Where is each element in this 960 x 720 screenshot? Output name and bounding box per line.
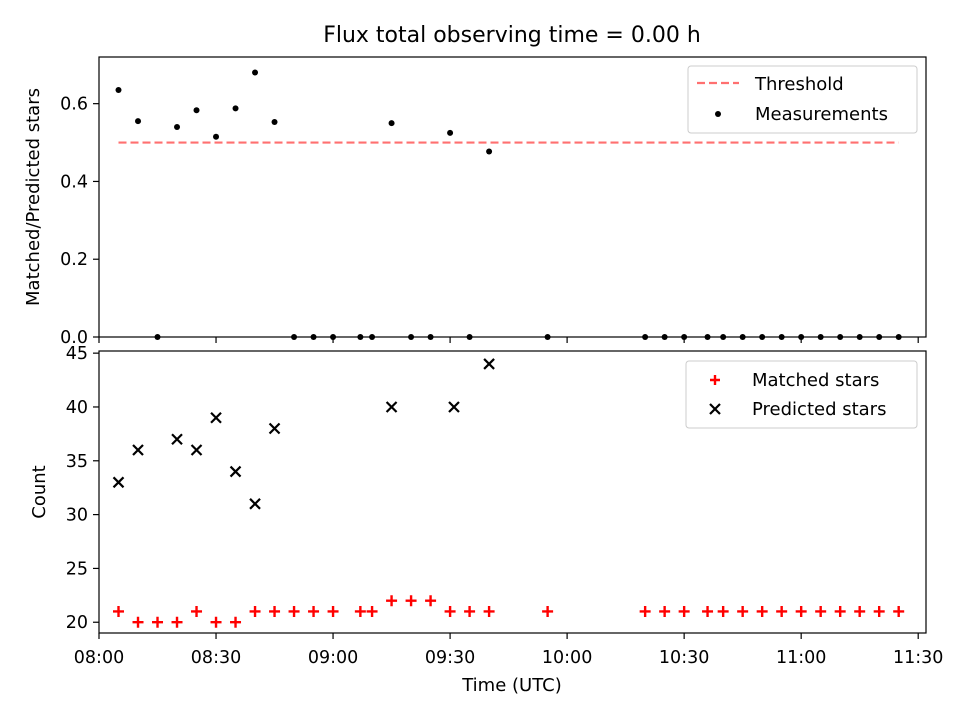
predicted-star-point [268, 422, 281, 435]
top-y-tick-label: 0.2 [60, 250, 88, 270]
bottom-y-axis-label: Count [29, 465, 50, 518]
bottom-y-tick-label: 30 [66, 506, 88, 526]
measurement-point [174, 124, 181, 130]
matched-star-point [171, 616, 183, 628]
chart-title: Flux total observing time = 0.00 h [323, 23, 701, 48]
x-tick-label: 11:00 [776, 648, 826, 668]
matched-star-point [717, 605, 729, 617]
bottom-y-tick-label: 35 [66, 452, 88, 472]
predicted-star-point [112, 476, 125, 489]
matched-star-point [308, 605, 320, 617]
measurement-point [388, 120, 395, 127]
x-tick-label: 09:00 [308, 648, 358, 668]
legend-threshold-label: Threshold [754, 74, 844, 95]
predicted-star-point [229, 465, 242, 478]
matched-star-point [659, 605, 671, 617]
matched-star-point [893, 605, 905, 617]
matched-star-point [366, 605, 378, 617]
predicted-star-point [448, 401, 460, 413]
predicted-star-point [132, 444, 144, 456]
bottom-y-tick-label: 25 [66, 559, 88, 579]
predicted-star-point [171, 433, 183, 446]
matched-star-point [269, 605, 281, 617]
matched-star-point [702, 605, 714, 617]
matched-star-point [132, 616, 144, 628]
matched-star-point [288, 605, 300, 617]
matched-star-point [152, 616, 164, 628]
legend-predicted-marker [709, 403, 721, 415]
measurement-point [252, 69, 259, 76]
predicted-star-point [190, 444, 203, 456]
bottom-x-axis-label: Time (UTC) [461, 675, 562, 696]
legend-measurements-label: Measurements [755, 104, 888, 125]
matched-star-point [639, 605, 651, 617]
predicted-star-point [249, 498, 261, 510]
matched-star-point [386, 595, 398, 607]
matched-star-point [678, 605, 690, 617]
legend-matched-label: Matched stars [752, 370, 879, 391]
top-y-tick-label: 0.4 [60, 172, 88, 192]
matched-star-point [444, 605, 456, 617]
x-tick-label: 09:30 [425, 648, 475, 668]
matched-star-point [737, 605, 749, 617]
top-legend: Threshold Measurements [687, 65, 918, 134]
x-tick-label: 11:30 [893, 648, 943, 668]
top-y-tick-label: 0.6 [60, 95, 88, 115]
x-tick-label: 10:30 [659, 648, 709, 668]
matched-star-point [425, 595, 437, 607]
bottom-legend: Matched stars Predicted stars [685, 360, 918, 429]
measurement-point [486, 148, 493, 155]
matched-star-point [873, 605, 885, 617]
matched-star-point [354, 605, 366, 617]
top-legend-box [687, 65, 918, 134]
matched-star-point [834, 605, 846, 617]
bottom-y-tick-label: 20 [66, 613, 88, 633]
bottom-legend-box [685, 360, 918, 429]
legend-measurements-marker [715, 111, 721, 117]
x-tick-label: 08:00 [74, 648, 124, 668]
legend-matched-marker [710, 375, 720, 385]
measurement-point [193, 107, 200, 114]
measurement-point [213, 133, 220, 140]
measurement-point [135, 118, 142, 125]
top-y-axis-label: Matched/Predicted stars [23, 88, 44, 306]
bottom-y-tick-label: 45 [66, 344, 88, 364]
measurement-point [115, 87, 122, 94]
matched-star-point [464, 605, 476, 617]
bottom-plot-marks [112, 358, 905, 628]
top-plot-frame [98, 56, 927, 338]
predicted-star-point [210, 411, 222, 424]
x-tick-label: 08:30 [191, 648, 241, 668]
bottom-y-tick-label: 40 [66, 398, 88, 418]
measurement-point [232, 105, 239, 112]
matched-star-point [327, 605, 339, 617]
matched-star-point [756, 605, 768, 617]
matched-star-point [113, 605, 125, 617]
matched-star-point [815, 605, 827, 617]
matched-star-point [210, 616, 222, 628]
matched-star-point [405, 595, 417, 607]
matched-star-point [230, 616, 242, 628]
matched-star-point [542, 605, 554, 617]
legend-predicted-label: Predicted stars [752, 399, 886, 420]
matched-star-point [191, 605, 203, 617]
measurement-point [271, 118, 278, 125]
matched-star-point [249, 605, 261, 617]
matched-star-point [776, 605, 788, 617]
bottom-plot-frame [98, 350, 927, 634]
matched-star-point [483, 605, 495, 617]
predicted-star-point [385, 401, 398, 413]
top-y-tick-label: 0.0 [60, 328, 88, 348]
matched-star-point [795, 605, 807, 617]
predicted-star-point [483, 358, 495, 370]
matched-star-point [854, 605, 866, 617]
measurement-point [447, 129, 454, 136]
x-tick-label: 10:00 [542, 648, 592, 668]
